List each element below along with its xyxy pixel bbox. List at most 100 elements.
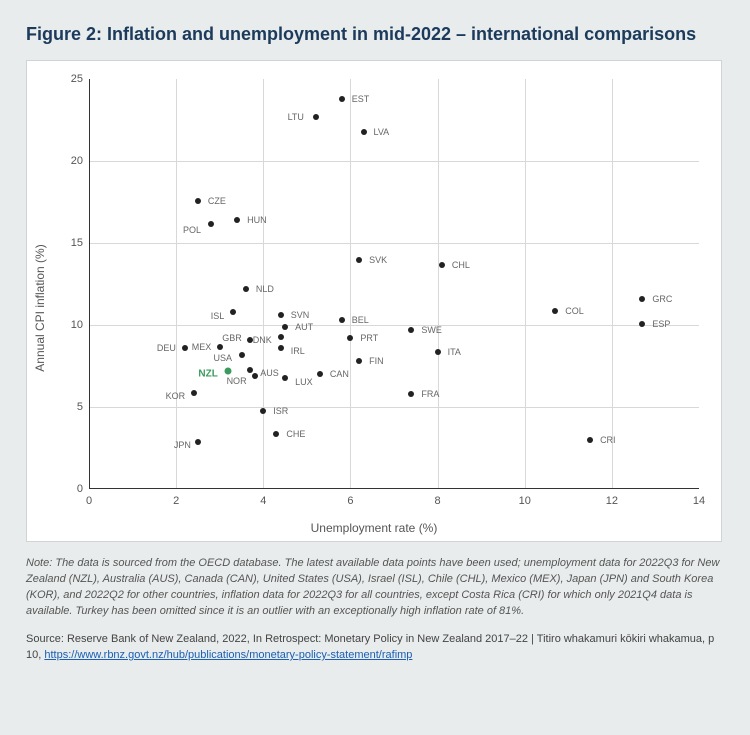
- data-point-nor: [252, 373, 258, 379]
- data-point-swe: [408, 327, 414, 333]
- data-label-usa: USA: [214, 353, 233, 363]
- x-tick-label: 14: [693, 495, 705, 507]
- data-label-nld: NLD: [256, 284, 274, 294]
- data-label-nzl: NZL: [198, 369, 217, 380]
- source-link[interactable]: https://www.rbnz.govt.nz/hub/publication…: [44, 649, 412, 661]
- y-axis-label: Annual CPI inflation (%): [33, 245, 47, 372]
- data-point-bel: [339, 317, 345, 323]
- data-point-ita: [435, 349, 441, 355]
- x-tick-label: 12: [606, 495, 618, 507]
- data-label-col: COL: [565, 306, 584, 316]
- y-tick-label: 15: [33, 237, 83, 249]
- data-label-est: EST: [352, 94, 370, 104]
- data-label-fra: FRA: [421, 389, 439, 399]
- data-point-est: [339, 96, 345, 102]
- data-label-cri: CRI: [600, 435, 616, 445]
- data-point-svk: [356, 257, 362, 263]
- data-point-che: [273, 431, 279, 437]
- x-tick-label: 0: [86, 495, 92, 507]
- data-point-grc: [639, 296, 645, 302]
- data-point-fra: [408, 391, 414, 397]
- y-tick-label: 20: [33, 155, 83, 167]
- data-point-jpn: [195, 439, 201, 445]
- gridline-h: [89, 243, 699, 244]
- data-point-prt: [347, 335, 353, 341]
- data-label-lux: LUX: [295, 377, 313, 387]
- data-label-chl: CHL: [452, 260, 470, 270]
- data-label-prt: PRT: [360, 333, 378, 343]
- data-point-usa: [239, 352, 245, 358]
- data-point-nzl: [225, 368, 232, 375]
- data-point-lva: [361, 129, 367, 135]
- data-point-cri: [587, 437, 593, 443]
- gridline-v: [176, 79, 177, 489]
- data-label-pol: POL: [183, 225, 201, 235]
- data-point-lux: [282, 375, 288, 381]
- x-tick-label: 8: [435, 495, 441, 507]
- data-label-swe: SWE: [421, 325, 442, 335]
- gridline-h: [89, 407, 699, 408]
- data-label-fin: FIN: [369, 356, 384, 366]
- gridline-h: [89, 161, 699, 162]
- x-tick-label: 10: [519, 495, 531, 507]
- data-label-isr: ISR: [273, 406, 288, 416]
- data-label-ita: ITA: [448, 347, 461, 357]
- data-label-dnk: DNK: [253, 335, 272, 345]
- gridline-v: [350, 79, 351, 489]
- data-label-kor: KOR: [166, 391, 186, 401]
- data-label-che: CHE: [286, 429, 305, 439]
- gridline-v: [525, 79, 526, 489]
- figure-note: Note: The data is sourced from the OECD …: [26, 556, 724, 620]
- data-label-jpn: JPN: [174, 440, 191, 450]
- data-label-aut: AUT: [295, 322, 313, 332]
- data-point-hun: [234, 217, 240, 223]
- data-label-hun: HUN: [247, 215, 267, 225]
- y-tick-label: 25: [33, 73, 83, 85]
- data-label-bel: BEL: [352, 315, 369, 325]
- scatter-chart: Annual CPI inflation (%) ESTLTULVACZEHUN…: [26, 60, 722, 542]
- data-point-dnk: [278, 334, 284, 340]
- data-label-irl: IRL: [291, 346, 305, 356]
- data-label-aus: AUS: [260, 368, 279, 378]
- data-point-nld: [243, 286, 249, 292]
- gridline-h: [89, 325, 699, 326]
- x-tick-label: 6: [347, 495, 353, 507]
- figure-source: Source: Reserve Bank of New Zealand, 202…: [26, 632, 724, 664]
- data-label-isl: ISL: [211, 311, 225, 321]
- data-label-esp: ESP: [652, 319, 670, 329]
- data-point-isl: [230, 309, 236, 315]
- data-label-nor: NOR: [227, 376, 247, 386]
- data-point-pol: [208, 221, 214, 227]
- plot-area: ESTLTULVACZEHUNPOLSVKCHLNLDGRCCOLISLSVNB…: [89, 79, 699, 489]
- data-label-svn: SVN: [291, 310, 310, 320]
- data-point-fin: [356, 358, 362, 364]
- data-point-aut: [282, 324, 288, 330]
- data-label-cze: CZE: [208, 196, 226, 206]
- y-tick-label: 5: [33, 401, 83, 413]
- y-axis: [89, 79, 90, 489]
- data-point-mex: [217, 344, 223, 350]
- x-tick-label: 4: [260, 495, 266, 507]
- data-label-grc: GRC: [652, 294, 672, 304]
- data-point-chl: [439, 262, 445, 268]
- data-point-gbr: [247, 337, 253, 343]
- x-tick-label: 2: [173, 495, 179, 507]
- gridline-v: [612, 79, 613, 489]
- data-point-svn: [278, 312, 284, 318]
- figure-title: Figure 2: Inflation and unemployment in …: [26, 22, 724, 46]
- data-point-kor: [191, 390, 197, 396]
- y-tick-label: 0: [33, 483, 83, 495]
- data-point-irl: [278, 345, 284, 351]
- data-label-ltu: LTU: [288, 112, 304, 122]
- data-point-deu: [182, 345, 188, 351]
- data-label-deu: DEU: [157, 343, 176, 353]
- data-point-cze: [195, 198, 201, 204]
- data-point-aus: [247, 367, 253, 373]
- data-label-svk: SVK: [369, 255, 387, 265]
- x-axis: [89, 488, 699, 489]
- data-label-can: CAN: [330, 369, 349, 379]
- data-point-col: [552, 308, 558, 314]
- data-label-mex: MEX: [192, 342, 212, 352]
- x-axis-label: Unemployment rate (%): [311, 521, 438, 535]
- data-point-can: [317, 371, 323, 377]
